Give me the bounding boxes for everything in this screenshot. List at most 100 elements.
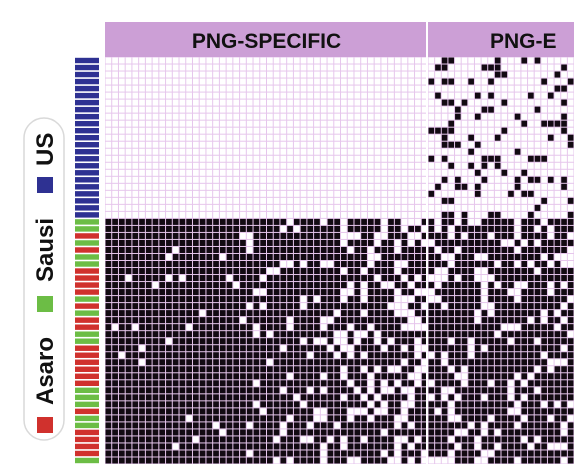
cell-present: [300, 253, 307, 260]
cell-absent: [145, 64, 152, 71]
cell-present: [314, 317, 320, 324]
cell-present: [468, 436, 474, 443]
cell-present: [260, 380, 266, 387]
cell-absent: [273, 113, 280, 120]
cell-absent: [534, 64, 541, 71]
cell-absent: [401, 345, 408, 352]
cell-present: [394, 253, 401, 260]
cell-present: [441, 373, 448, 380]
cell-present: [547, 317, 554, 324]
cell-present: [381, 239, 388, 246]
cell-present: [179, 296, 186, 303]
cell-present: [132, 246, 139, 253]
cell-present: [206, 218, 213, 225]
cell-present: [253, 345, 260, 352]
cell-absent: [172, 183, 179, 190]
heatmap-cells: [105, 57, 574, 464]
cell-absent: [125, 162, 132, 169]
cell-absent: [347, 352, 354, 359]
cell-present: [327, 408, 334, 415]
cell-present: [246, 317, 253, 324]
cell-present: [541, 275, 547, 282]
cell-absent: [273, 176, 280, 183]
cell-absent: [514, 78, 521, 85]
cell-present: [327, 225, 334, 232]
cell-present: [401, 331, 408, 338]
cell-present: [112, 338, 118, 345]
cell-absent: [213, 155, 219, 162]
cell-present: [192, 345, 199, 352]
cell-present: [428, 429, 435, 436]
cell-present: [179, 225, 186, 232]
cell-present: [388, 253, 394, 260]
cell-absent: [219, 253, 226, 260]
cell-absent: [501, 204, 508, 211]
cell-absent: [152, 282, 159, 289]
cell-absent: [528, 99, 534, 106]
cell-absent: [260, 155, 266, 162]
cell-present: [125, 380, 132, 387]
cell-present: [240, 338, 246, 345]
cell-present: [534, 232, 541, 239]
cell-absent: [374, 120, 381, 127]
cell-present: [435, 331, 441, 338]
cell-present: [233, 366, 240, 373]
cell-absent: [246, 134, 253, 141]
cell-present: [145, 352, 152, 359]
row-marker-asaro: [75, 247, 99, 253]
cell-present: [361, 232, 367, 239]
cell-present: [361, 387, 367, 394]
cell-present: [192, 324, 199, 331]
cell-present: [435, 127, 441, 134]
cell-present: [474, 331, 481, 338]
cell-absent: [361, 289, 367, 296]
cell-absent: [468, 352, 474, 359]
cell-absent: [125, 190, 132, 197]
cell-present: [159, 338, 166, 345]
row-marker-sausi: [75, 226, 99, 232]
cell-present: [233, 275, 240, 282]
cell-absent: [481, 197, 488, 204]
cell-present: [435, 303, 441, 310]
cell-present: [488, 436, 494, 443]
row-marker-asaro: [75, 324, 99, 330]
cell-absent: [341, 141, 347, 148]
cell-absent: [273, 120, 280, 127]
cell-absent: [213, 422, 219, 429]
cell-absent: [280, 78, 287, 85]
cell-present: [307, 415, 314, 422]
cell-absent: [468, 92, 474, 99]
cell-absent: [361, 204, 367, 211]
cell-present: [159, 239, 166, 246]
cell-present: [287, 282, 293, 289]
cell-present: [361, 429, 367, 436]
cell-present: [327, 359, 334, 366]
cell-present: [132, 331, 139, 338]
cell-absent: [166, 162, 172, 169]
cell-absent: [327, 190, 334, 197]
cell-present: [300, 450, 307, 457]
cell-present: [139, 268, 145, 275]
cell-present: [508, 366, 514, 373]
cell-absent: [534, 169, 541, 176]
cell-present: [468, 457, 474, 464]
cell-present: [192, 338, 199, 345]
cell-absent: [347, 141, 354, 148]
cell-present: [293, 338, 300, 345]
cell-present: [307, 401, 314, 408]
cell-present: [267, 289, 273, 296]
cell-present: [508, 317, 514, 324]
cell-present: [226, 387, 233, 394]
cell-absent: [112, 324, 118, 331]
cell-present: [534, 401, 541, 408]
cell-present: [354, 422, 361, 429]
cell-present: [226, 261, 233, 268]
cell-absent: [455, 204, 461, 211]
cell-absent: [159, 190, 166, 197]
cell-present: [534, 373, 541, 380]
cell-absent: [388, 183, 394, 190]
cell-absent: [206, 197, 213, 204]
cell-absent: [501, 141, 508, 148]
cell-absent: [192, 64, 199, 71]
cell-absent: [354, 64, 361, 71]
